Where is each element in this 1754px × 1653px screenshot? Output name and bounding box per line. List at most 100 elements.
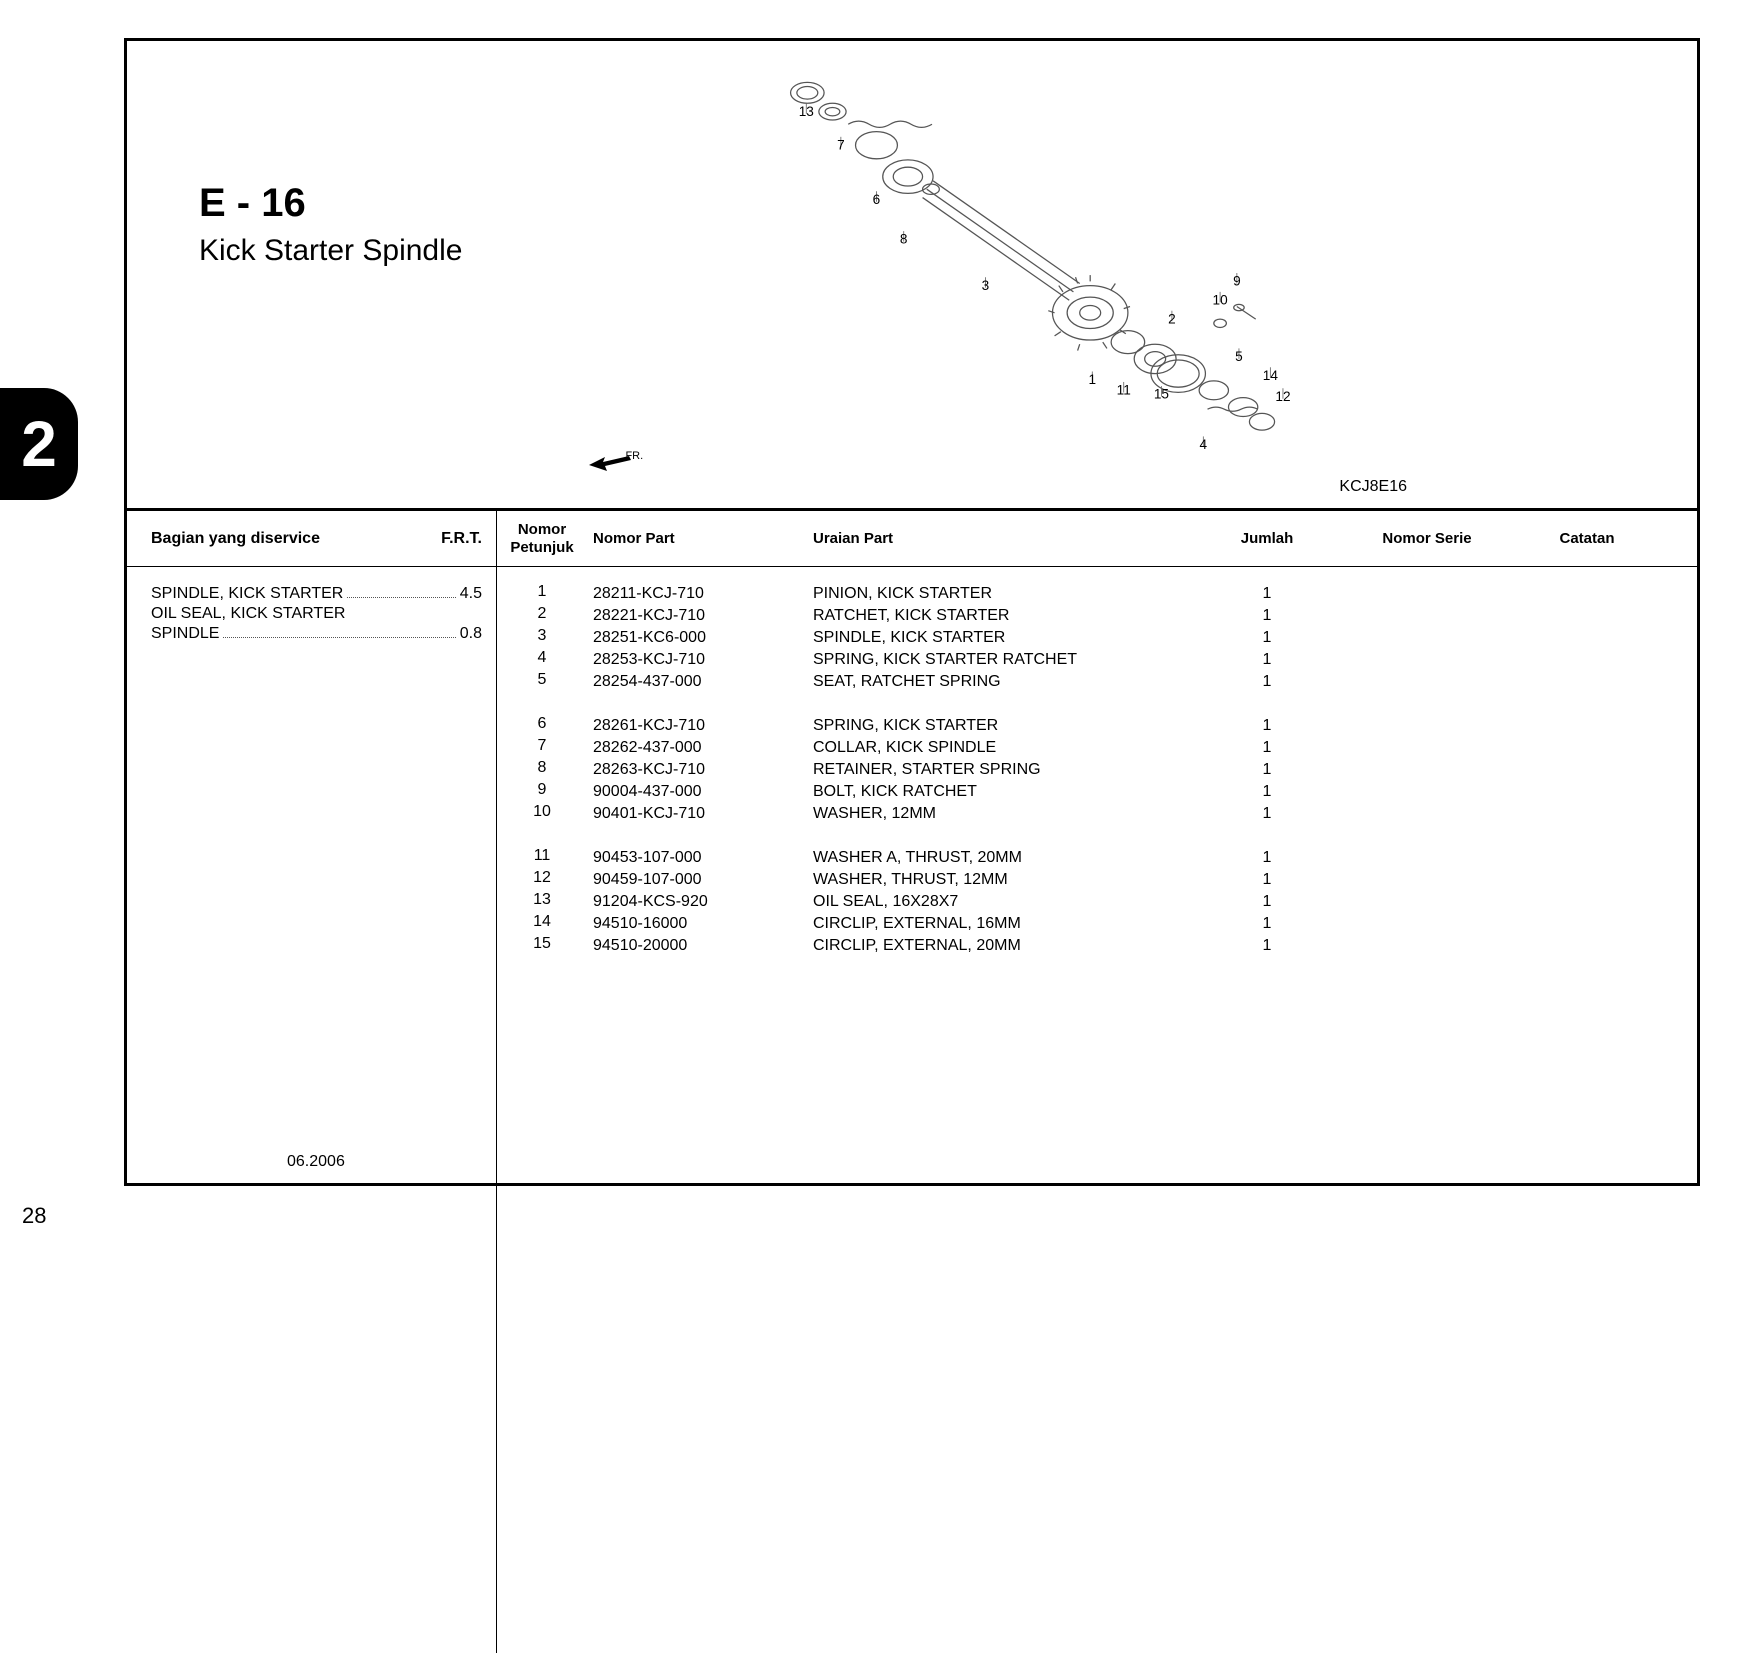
part-qty: 1 <box>1207 671 1327 693</box>
part-number: 28251-KC6-000 <box>587 627 807 649</box>
part-number: 28211-KCJ-710 <box>587 583 807 605</box>
diagram-block: 137683111215910541412 FR. KCJ8E16 <box>547 41 1697 508</box>
callout-6: 6 <box>873 192 881 207</box>
part-qty: 1 <box>1207 913 1327 935</box>
part-serial <box>1327 803 1527 825</box>
service-column: Bagian yang diservice F.R.T. SPINDLE, KI… <box>127 511 497 1653</box>
part-qty: 1 <box>1207 935 1327 957</box>
part-ref: 5 <box>497 671 587 693</box>
part-note <box>1527 869 1647 891</box>
part-note <box>1527 913 1647 935</box>
callout-4: 4 <box>1200 437 1208 452</box>
service-name: OIL SEAL, KICK STARTER <box>151 605 345 623</box>
table-row: 1290459-107-000WASHER, THRUST, 12MM1 <box>497 869 1697 891</box>
part-desc: SPINDLE, KICK STARTER <box>807 627 1207 649</box>
part-ref: 15 <box>497 935 587 957</box>
part-qty: 1 <box>1207 759 1327 781</box>
part-qty: 1 <box>1207 869 1327 891</box>
part-number: 90401-KCJ-710 <box>587 803 807 825</box>
part-number: 91204-KCS-920 <box>587 891 807 913</box>
part-qty: 1 <box>1207 649 1327 671</box>
part-desc: CIRCLIP, EXTERNAL, 16MM <box>807 913 1207 935</box>
table-row: 828263-KCJ-710RETAINER, STARTER SPRING1 <box>497 759 1697 781</box>
part-number: 94510-16000 <box>587 913 807 935</box>
section-title: Kick Starter Spindle <box>199 234 507 268</box>
part-number: 90004-437-000 <box>587 781 807 803</box>
part-serial <box>1327 649 1527 671</box>
header-qty: Jumlah <box>1207 511 1327 566</box>
part-desc: OIL SEAL, 16X28X7 <box>807 891 1207 913</box>
part-number: 90459-107-000 <box>587 869 807 891</box>
header-note: Catatan <box>1527 511 1647 566</box>
header-desc: Uraian Part <box>807 511 1207 566</box>
table-row: 1090401-KCJ-710WASHER, 12MM1 <box>497 803 1697 825</box>
part-qty: 1 <box>1207 715 1327 737</box>
table-row: 228221-KCJ-710RATCHET, KICK STARTER1 <box>497 605 1697 627</box>
part-desc: CIRCLIP, EXTERNAL, 20MM <box>807 935 1207 957</box>
part-desc: PINION, KICK STARTER <box>807 583 1207 605</box>
part-note <box>1527 759 1647 781</box>
table-row: 328251-KC6-000SPINDLE, KICK STARTER1 <box>497 627 1697 649</box>
callout-10: 10 <box>1213 292 1229 307</box>
part-serial <box>1327 891 1527 913</box>
part-desc: SPRING, KICK STARTER <box>807 715 1207 737</box>
header-ref: Nomor Petunjuk <box>497 511 587 566</box>
part-note <box>1527 715 1647 737</box>
part-note <box>1527 781 1647 803</box>
part-desc: RETAINER, STARTER SPRING <box>807 759 1207 781</box>
chapter-tab: 2 <box>0 388 78 500</box>
part-ref: 6 <box>497 715 587 737</box>
part-desc: SPRING, KICK STARTER RATCHET <box>807 649 1207 671</box>
part-ref: 4 <box>497 649 587 671</box>
table-row: 628261-KCJ-710SPRING, KICK STARTER1 <box>497 715 1697 737</box>
fr-label: FR. <box>625 450 643 462</box>
callout-14: 14 <box>1263 368 1279 383</box>
part-ref: 12 <box>497 869 587 891</box>
table-row: 1594510-20000CIRCLIP, EXTERNAL, 20MM1 <box>497 935 1697 957</box>
part-ref: 2 <box>497 605 587 627</box>
table-row: 528254-437-000SEAT, RATCHET SPRING1 <box>497 671 1697 693</box>
part-ref: 7 <box>497 737 587 759</box>
callout-3: 3 <box>982 278 990 293</box>
leader-dots <box>223 637 455 638</box>
part-qty: 1 <box>1207 891 1327 913</box>
part-serial <box>1327 913 1527 935</box>
part-serial <box>1327 583 1527 605</box>
part-number: 28262-437-000 <box>587 737 807 759</box>
part-serial <box>1327 715 1527 737</box>
part-desc: COLLAR, KICK SPINDLE <box>807 737 1207 759</box>
part-serial <box>1327 935 1527 957</box>
part-ref: 11 <box>497 847 587 869</box>
table-row: 728262-437-000COLLAR, KICK SPINDLE1 <box>497 737 1697 759</box>
callout-8: 8 <box>900 232 908 247</box>
header-service: Bagian yang diservice <box>151 530 320 548</box>
table-row: 428253-KCJ-710SPRING, KICK STARTER RATCH… <box>497 649 1697 671</box>
part-qty: 1 <box>1207 583 1327 605</box>
part-note <box>1527 847 1647 869</box>
callout-1: 1 <box>1088 372 1096 387</box>
callout-15: 15 <box>1154 387 1169 402</box>
part-note <box>1527 935 1647 957</box>
part-serial <box>1327 605 1527 627</box>
part-ref: 14 <box>497 913 587 935</box>
part-number: 28263-KCJ-710 <box>587 759 807 781</box>
part-serial <box>1327 759 1527 781</box>
service-frt: 0.8 <box>460 625 482 643</box>
parts-column: Nomor Petunjuk Nomor Part Uraian Part Ju… <box>497 511 1697 1653</box>
header-partno: Nomor Part <box>587 511 807 566</box>
part-ref: 3 <box>497 627 587 649</box>
part-qty: 1 <box>1207 737 1327 759</box>
part-ref: 1 <box>497 583 587 605</box>
service-row: SPINDLE0.8 <box>151 625 482 643</box>
service-row: OIL SEAL, KICK STARTER <box>151 605 482 623</box>
part-note <box>1527 627 1647 649</box>
header-section: E - 16 Kick Starter Spindle <box>127 41 1697 511</box>
page-number: 28 <box>22 1203 46 1229</box>
part-desc: WASHER, 12MM <box>807 803 1207 825</box>
callout-13: 13 <box>799 104 814 119</box>
callout-11: 11 <box>1117 383 1131 398</box>
part-qty: 1 <box>1207 605 1327 627</box>
part-note <box>1527 891 1647 913</box>
header-frt: F.R.T. <box>441 530 482 548</box>
part-note <box>1527 803 1647 825</box>
